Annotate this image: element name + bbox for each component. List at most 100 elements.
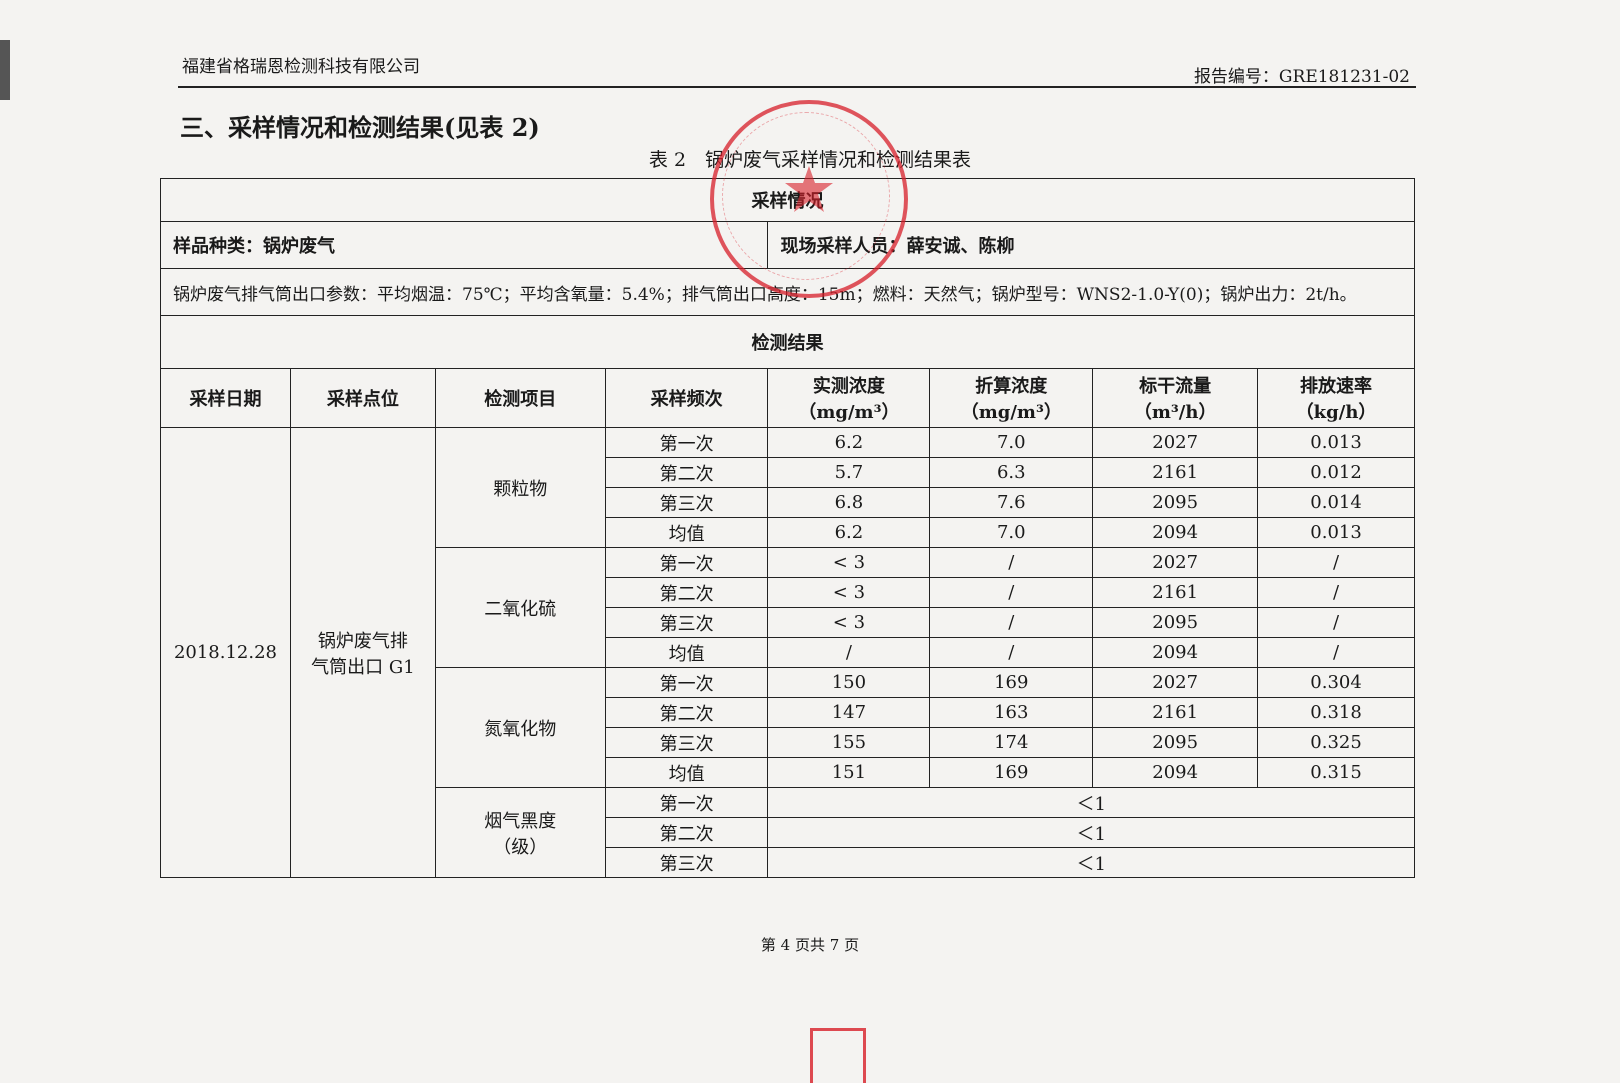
frequency: 第二次: [604, 577, 769, 608]
emission-rate: /: [1257, 547, 1415, 578]
column-header: 标干流量 （m³/h）: [1092, 368, 1259, 428]
column-header: 采样频次: [604, 368, 769, 428]
frequency: 第一次: [604, 667, 769, 698]
column-header: 采样日期: [160, 368, 291, 428]
section-title: 三、采样情况和检测结果(见表 2): [180, 113, 540, 142]
table-row: 第二次 147 163 2161 0.318: [161, 697, 1415, 728]
emission-rate: 0.304: [1257, 667, 1415, 698]
cross-page-seal: [810, 1028, 866, 1083]
table-row: 均值 151 169 2094 0.315: [161, 757, 1415, 788]
report-number: 报告编号：GRE181231-02: [1193, 67, 1410, 87]
frequency: 第一次: [604, 427, 769, 458]
table-row: 第三次 < 3/2095/: [161, 607, 1415, 638]
dry-flow: 2095: [1092, 607, 1259, 638]
emission-rate: 0.315: [1257, 757, 1415, 788]
page-number: 第 4 页共 7 页: [760, 936, 860, 954]
sampling-title: 采样情况: [160, 178, 1415, 222]
column-header: 采样点位: [289, 368, 436, 428]
test-item: 颗粒物: [434, 427, 606, 548]
header-label: 采样频次: [650, 389, 723, 410]
converted-concentration: 169: [929, 757, 1094, 788]
emission-rate: /: [1257, 577, 1415, 608]
frequency: 第三次: [604, 847, 769, 878]
dry-flow: 2161: [1092, 697, 1259, 728]
boiler-params: 锅炉废气排气筒出口参数：平均烟温：75℃；平均含氧量：5.4%；排气筒出口高度：…: [160, 268, 1415, 316]
emission-rate: 0.013: [1257, 517, 1415, 548]
converted-concentration: 7.0: [929, 517, 1094, 548]
frequency: 第一次: [604, 547, 769, 578]
test-item: 氮氧化物: [434, 667, 606, 788]
table-caption: 表 2 锅炉废气采样情况和检测结果表: [648, 149, 972, 171]
header-label: 排放速率: [1300, 376, 1373, 397]
frequency: 第三次: [604, 487, 769, 518]
converted-concentration: /: [929, 637, 1094, 668]
smoke-blackness-value: ＜1: [767, 847, 1415, 878]
table-row: 均值 6.2 7.0 2094 0.013: [161, 517, 1415, 548]
dry-flow: 2027: [1092, 547, 1259, 578]
emission-rate: 0.318: [1257, 697, 1415, 728]
sampling-date: 2018.12.28: [160, 427, 291, 878]
emission-rate: 0.014: [1257, 487, 1415, 518]
dry-flow: 2094: [1092, 757, 1259, 788]
measured-concentration: 151: [767, 757, 931, 788]
measured-concentration: < 3: [767, 547, 931, 578]
dry-flow: 2027: [1092, 427, 1259, 458]
measured-concentration: 150: [767, 667, 931, 698]
dry-flow: 2095: [1092, 487, 1259, 518]
measured-concentration: 6.8: [767, 487, 931, 518]
header-unit: （mg/m³）: [798, 402, 900, 423]
header-label: 标干流量: [1139, 376, 1212, 397]
frequency: 均值: [604, 517, 769, 548]
frequency: 第二次: [604, 457, 769, 488]
frequency: 第一次: [604, 787, 769, 818]
converted-concentration: /: [929, 577, 1094, 608]
converted-concentration: 169: [929, 667, 1094, 698]
measured-concentration: /: [767, 637, 931, 668]
converted-concentration: 174: [929, 727, 1094, 758]
column-header: 排放速率 （kg/h）: [1257, 368, 1415, 428]
converted-concentration: 6.3: [929, 457, 1094, 488]
frequency: 第二次: [604, 697, 769, 728]
header-label: 实测浓度: [812, 376, 885, 397]
table-row: 第二次 5.7 6.3 2161 0.012: [161, 457, 1415, 488]
emission-rate: 0.013: [1257, 427, 1415, 458]
converted-concentration: 7.6: [929, 487, 1094, 518]
dry-flow: 2094: [1092, 637, 1259, 668]
measured-concentration: 5.7: [767, 457, 931, 488]
smoke-blackness-value: ＜1: [767, 787, 1415, 818]
emission-rate: /: [1257, 637, 1415, 668]
frequency: 第三次: [604, 727, 769, 758]
results-table: 采样情况 样品种类：锅炉废气 现场采样人员：薛安诚、陈柳 锅炉废气排气筒出口参数…: [159, 178, 1415, 878]
test-item: 烟气黑度（级）: [434, 787, 606, 878]
table-row: 第三次 ＜1: [161, 847, 1415, 878]
dry-flow: 2094: [1092, 517, 1259, 548]
converted-concentration: 163: [929, 697, 1094, 728]
column-header: 检测项目: [434, 368, 606, 428]
sampling-location: 锅炉废气排气筒出口 G1: [289, 427, 436, 878]
column-header: 折算浓度 （mg/m³）: [929, 368, 1094, 428]
emission-rate: 0.012: [1257, 457, 1415, 488]
table-row: 第三次 6.8 7.6 2095 0.014: [161, 487, 1415, 518]
dry-flow: 2161: [1092, 577, 1259, 608]
dry-flow: 2095: [1092, 727, 1259, 758]
header-divider: [178, 86, 1416, 88]
column-header: 实测浓度 （mg/m³）: [767, 368, 931, 428]
table-row: 第三次 155 174 2095 0.325: [161, 727, 1415, 758]
dry-flow: 2161: [1092, 457, 1259, 488]
dry-flow: 2027: [1092, 667, 1259, 698]
measured-concentration: 155: [767, 727, 931, 758]
test-item: 二氧化硫: [434, 547, 606, 668]
smoke-blackness-value: ＜1: [767, 817, 1415, 848]
frequency: 第三次: [604, 607, 769, 638]
converted-concentration: /: [929, 547, 1094, 578]
table-row: 氮氧化物 第一次 150 169 2027 0.304: [161, 667, 1415, 788]
table-row: 烟气黑度（级） 第一次 ＜1: [161, 787, 1415, 878]
measured-concentration: 6.2: [767, 427, 931, 458]
results-title: 检测结果: [160, 315, 1415, 369]
header-label: 采样点位: [326, 389, 399, 410]
measured-concentration: < 3: [767, 607, 931, 638]
measured-concentration: < 3: [767, 577, 931, 608]
emission-rate: 0.325: [1257, 727, 1415, 758]
header-label: 检测项目: [484, 389, 557, 410]
table-row: 第二次 ＜1: [161, 817, 1415, 848]
